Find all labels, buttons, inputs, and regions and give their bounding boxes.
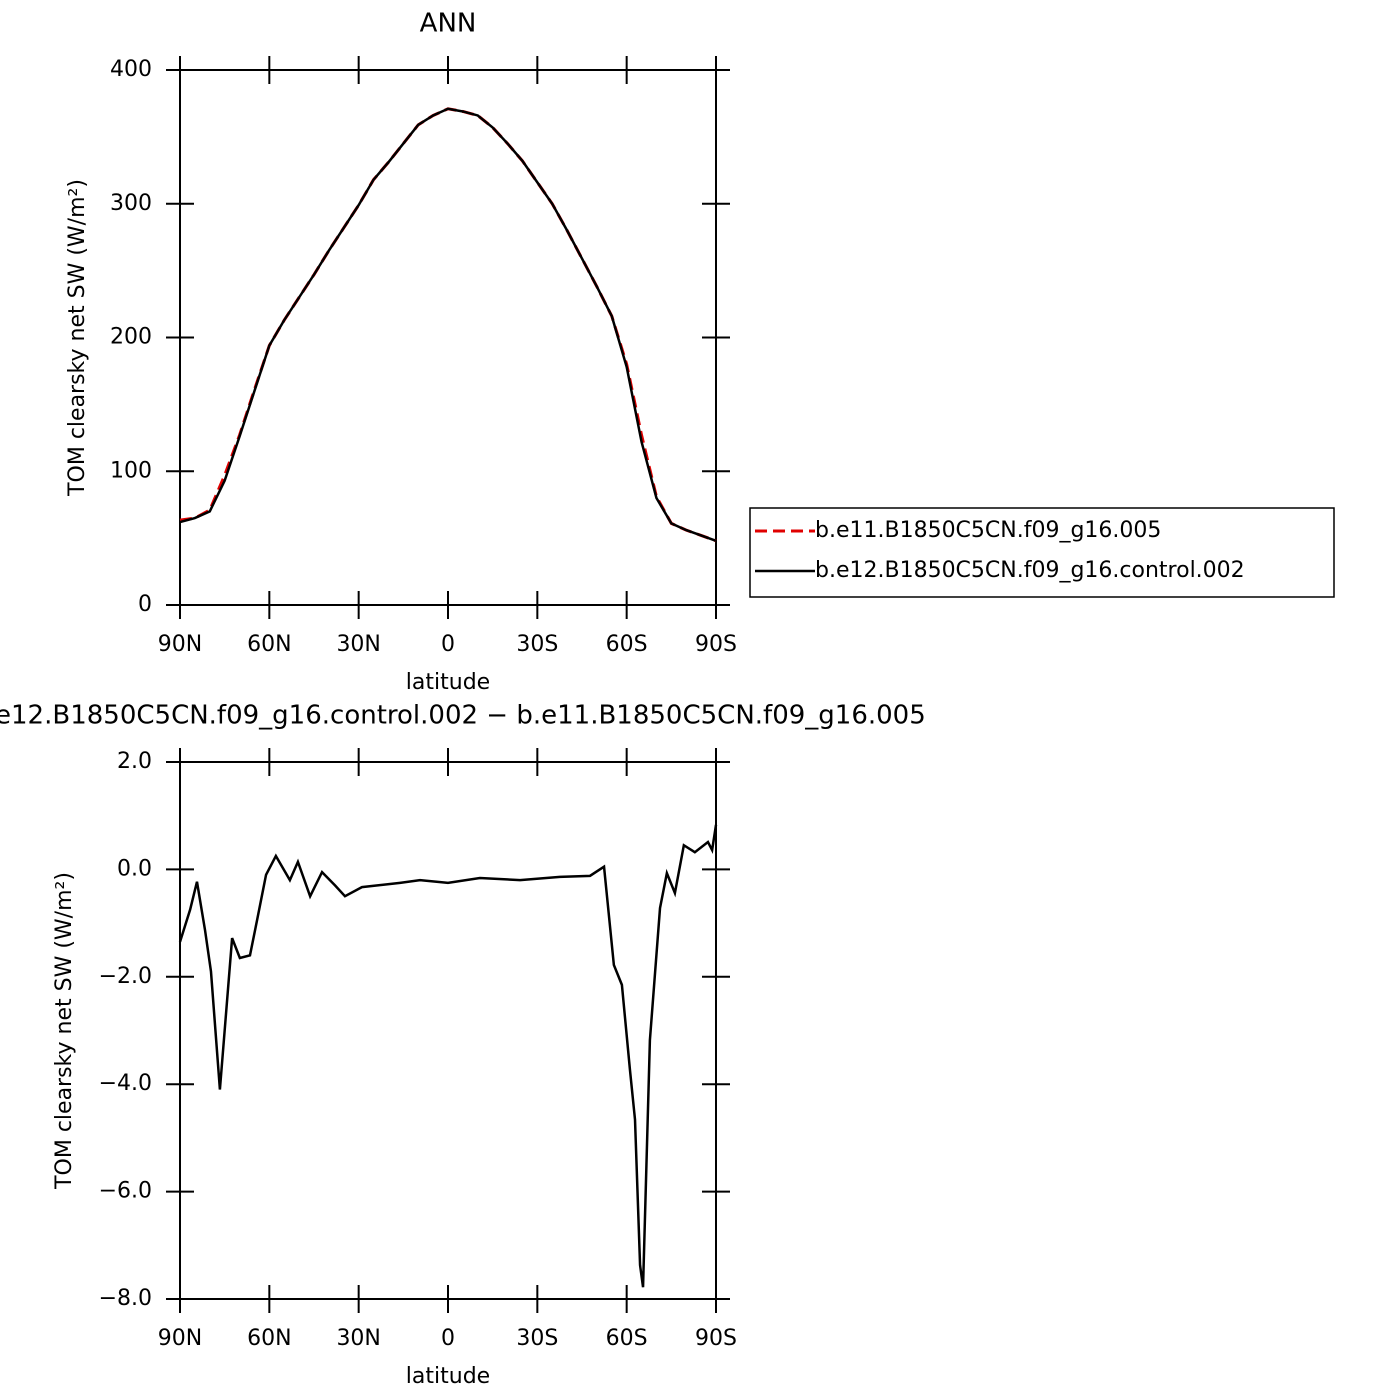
data-line <box>179 107 717 542</box>
y-tick-label: 300 <box>110 191 152 216</box>
x-tick-label: 90S <box>695 632 737 657</box>
y-axis-label: TOM clearsky net SW (W/m²) <box>65 179 90 497</box>
x-tick-label: 60N <box>247 1326 291 1351</box>
y-tick-label: 0 <box>138 592 152 617</box>
x-axis-label: latitude <box>406 670 490 695</box>
x-tick-label: 30S <box>516 1326 558 1351</box>
y-tick-label: 100 <box>110 458 152 483</box>
x-tick-label: 30N <box>336 632 380 657</box>
x-tick-label: 30N <box>336 1326 380 1351</box>
chart-title: ANN <box>420 9 477 39</box>
y-tick-label: 200 <box>110 325 152 350</box>
y-tick-label: −2.0 <box>99 964 152 989</box>
x-tick-label: 60S <box>606 632 648 657</box>
y-axis-label: TOM clearsky net SW (W/m²) <box>52 872 77 1190</box>
chart-title: b.e12.B1850C5CN.f09_g16.control.002 − b.… <box>0 701 926 731</box>
x-tick-label: 60S <box>606 1326 648 1351</box>
data-line <box>179 107 717 543</box>
y-tick-label: −8.0 <box>99 1286 152 1311</box>
plot-frame <box>179 69 717 606</box>
x-tick-label: 90N <box>158 632 202 657</box>
x-tick-label: 0 <box>441 632 455 657</box>
y-tick-label: 400 <box>110 57 152 82</box>
legend-label: b.e11.B1850C5CN.f09_g16.005 <box>815 518 1161 543</box>
plot-frame <box>179 761 717 1300</box>
y-tick-label: −4.0 <box>99 1071 152 1096</box>
x-tick-label: 90N <box>158 1326 202 1351</box>
data-line <box>178 824 718 1288</box>
x-tick-label: 60N <box>247 632 291 657</box>
legend-box <box>749 507 1335 598</box>
x-tick-label: 0 <box>441 1326 455 1351</box>
x-tick-label: 90S <box>695 1326 737 1351</box>
x-tick-label: 30S <box>516 632 558 657</box>
y-tick-label: 0.0 <box>117 856 152 881</box>
x-axis-label: latitude <box>406 1364 490 1389</box>
legend-label: b.e12.B1850C5CN.f09_g16.control.002 <box>815 558 1245 583</box>
y-tick-label: 2.0 <box>117 749 152 774</box>
y-tick-label: −6.0 <box>99 1179 152 1204</box>
